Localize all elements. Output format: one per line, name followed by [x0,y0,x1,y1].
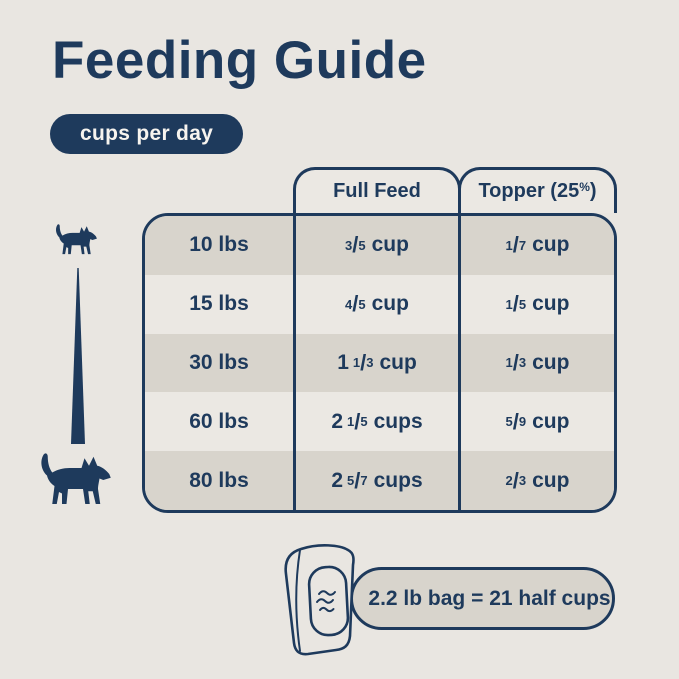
feeding-table: Full Feed Topper (25%) 10 lbs 3/5 cup 1/7… [142,167,617,513]
large-dog-icon [41,453,111,504]
full-feed-cell: 3/5 cup [293,216,458,275]
weight-cell: 60 lbs [189,409,249,433]
column-header-topper: Topper (25%) [458,167,617,213]
topper-cell: 5/9 cup [458,392,614,452]
weight-cell: 15 lbs [189,292,249,316]
weight-cell: 30 lbs [189,350,249,374]
table-row: 10 lbs 3/5 cup 1/7 cup [145,216,614,275]
full-feed-cell: 4/5 cup [293,274,458,334]
column-header-full-feed: Full Feed [293,167,461,213]
bag-note-pill: 2.2 lb bag = 21 half cups [350,567,615,630]
topper-cell: 1/7 cup [458,216,614,275]
topper-cell: 1/5 cup [458,274,614,334]
topper-cell: 2/3 cup [458,451,614,510]
topper-label: Topper (25%) [478,180,597,202]
full-feed-label: Full Feed [333,180,421,202]
full-feed-cell: 2 1/5 cups [293,392,458,452]
page-title: Feeding Guide [52,31,427,90]
weight-cell: 80 lbs [189,468,249,492]
bag-note-text: 2.2 lb bag = 21 half cups [368,586,611,610]
full-feed-cell: 2 5/7 cups [293,451,458,510]
table-row: 60 lbs 2 1/5 cups 5/9 cup [145,392,614,452]
table-row: 30 lbs 1 1/3 cup 1/3 cup [145,333,614,393]
full-feed-cell: 1 1/3 cup [293,333,458,393]
subtitle-badge: cups per day [50,114,244,154]
topper-cell: 1/3 cup [458,333,614,393]
size-wedge-icon [71,268,85,444]
table-body: 10 lbs 3/5 cup 1/7 cup 15 lbs 4/5 cup 1/5 cu… [142,213,617,513]
food-bag-icon [284,544,355,656]
table-row: 15 lbs 4/5 cup 1/5 cup [145,274,614,334]
weight-cell: 10 lbs [189,233,249,257]
small-dog-icon [55,224,97,255]
table-row: 80 lbs 2 5/7 cups 2/3 cup [145,451,614,510]
